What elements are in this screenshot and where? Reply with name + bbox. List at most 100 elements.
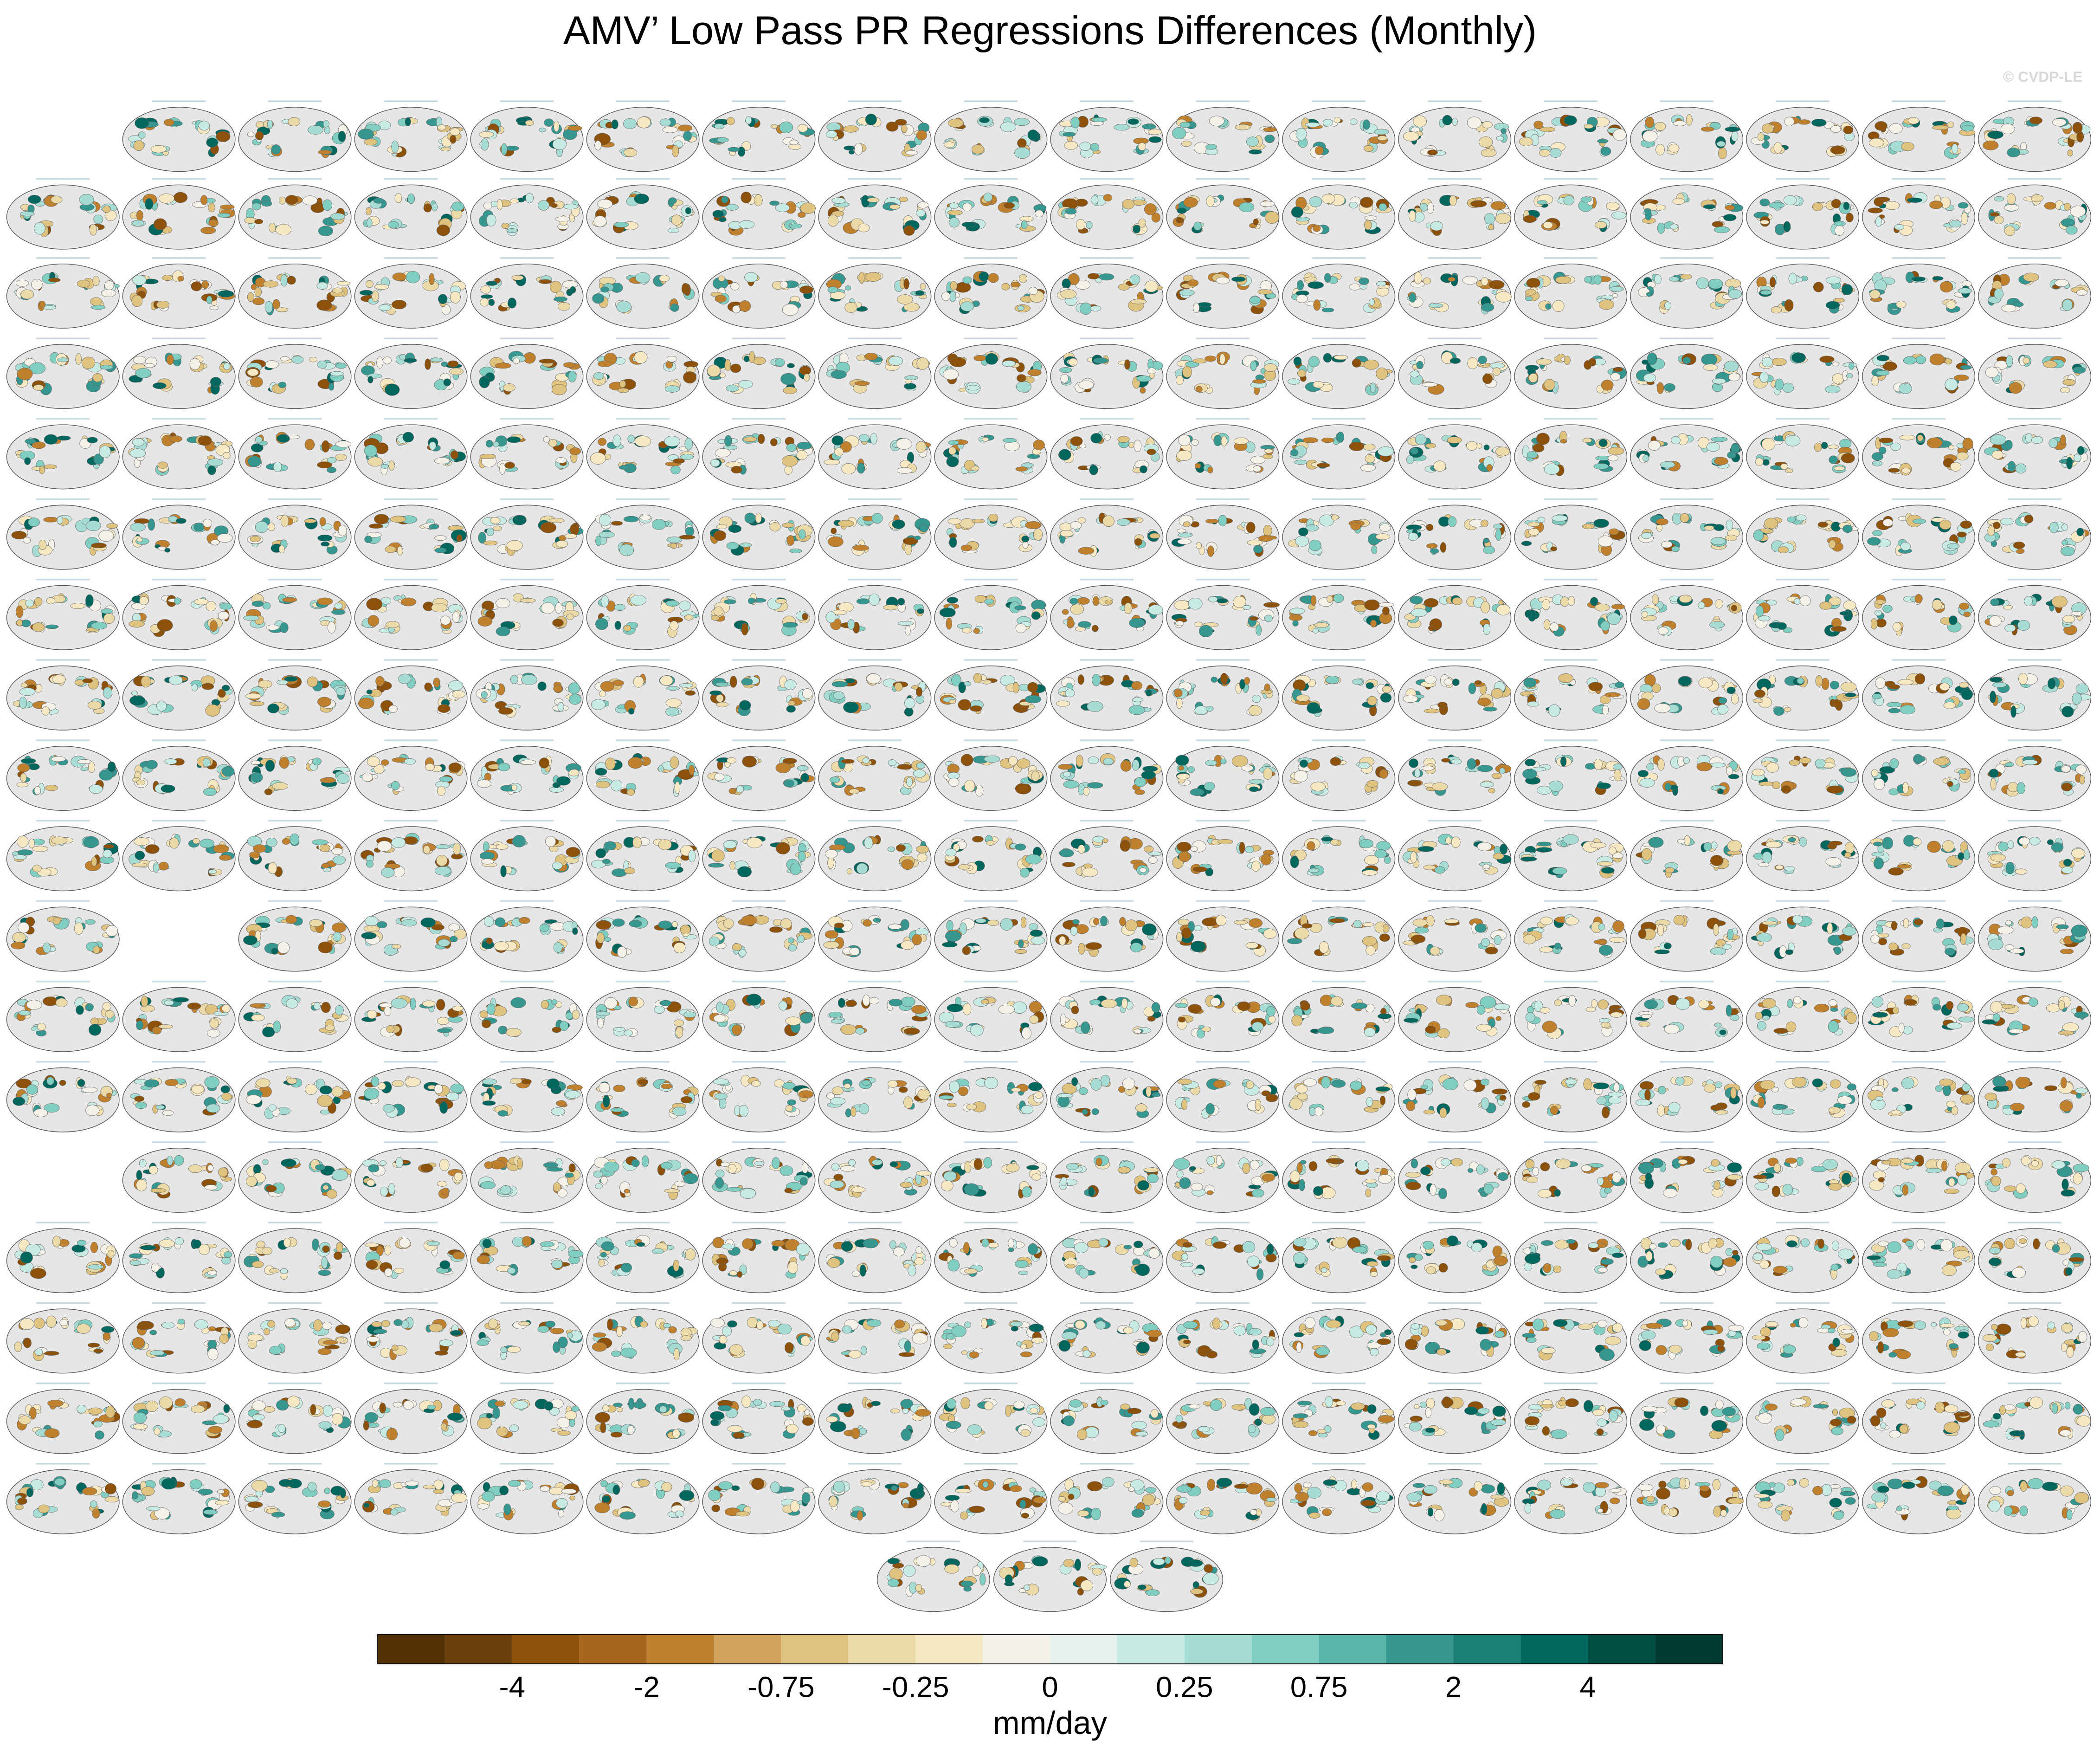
- map-land: [206, 296, 213, 304]
- map-land: [784, 679, 797, 690]
- map-land: [1062, 278, 1071, 289]
- map-land: [1011, 282, 1021, 288]
- map-land: [70, 603, 85, 609]
- map-land: [789, 140, 799, 145]
- map-land: [983, 193, 992, 202]
- map-land: [1960, 520, 1972, 529]
- map-land: [1600, 147, 1611, 156]
- map-land: [1867, 537, 1881, 546]
- map-land: [1724, 361, 1739, 372]
- map-land: [1087, 782, 1103, 789]
- map-land: [1637, 770, 1649, 777]
- map-land: [634, 435, 651, 447]
- map-land: [1295, 536, 1309, 547]
- map-land: [1642, 130, 1658, 142]
- map-land: [2076, 131, 2084, 142]
- map-land: [1424, 709, 1440, 713]
- map-land: [1811, 118, 1827, 127]
- map-land: [338, 130, 346, 142]
- map-land: [1308, 356, 1320, 368]
- map-land: [1841, 284, 1853, 295]
- map-land: [1309, 196, 1322, 207]
- map-land: [1263, 602, 1280, 608]
- map-land: [486, 214, 496, 226]
- map-land: [448, 762, 462, 772]
- map-land: [365, 207, 372, 215]
- map-land: [2018, 673, 2028, 685]
- map-land: [988, 273, 999, 283]
- map-land: [920, 283, 926, 290]
- map-land: [316, 197, 322, 206]
- map-land: [854, 142, 863, 155]
- panel-title-strip: [1544, 100, 1598, 102]
- map-land: [1817, 521, 1828, 528]
- map-land: [15, 279, 29, 287]
- map-land: [1598, 439, 1608, 447]
- map-land: [136, 537, 143, 542]
- map-land: [264, 789, 273, 795]
- map-land: [45, 784, 58, 791]
- map-land: [1482, 374, 1493, 384]
- panel-title-strip: [268, 418, 322, 420]
- map-land: [827, 214, 839, 227]
- map-land: [1495, 446, 1510, 456]
- map-land: [282, 597, 297, 602]
- map-land: [2061, 540, 2068, 546]
- map-land: [321, 440, 330, 453]
- map-land: [364, 138, 378, 146]
- map-land: [1775, 378, 1784, 391]
- map-land: [1939, 683, 1950, 691]
- map-land: [2024, 515, 2034, 524]
- map-land: [1175, 755, 1189, 766]
- map-land: [556, 776, 571, 786]
- map-land: [1103, 194, 1113, 201]
- map-land: [407, 194, 415, 204]
- panel-title-strip: [384, 659, 438, 661]
- map-land: [633, 676, 644, 688]
- map-land: [749, 351, 755, 363]
- map-land: [101, 608, 113, 614]
- map-land: [191, 684, 198, 692]
- map-land: [975, 784, 984, 797]
- map-land: [1078, 621, 1091, 628]
- map-land: [2075, 683, 2089, 694]
- map-land: [543, 436, 550, 443]
- panel-title-strip: [1312, 418, 1366, 420]
- map-land: [1608, 447, 1624, 455]
- map-land: [506, 228, 518, 233]
- map-land: [1403, 131, 1419, 142]
- map-land: [39, 466, 45, 474]
- map-land: [279, 757, 290, 769]
- map-land: [189, 358, 200, 370]
- map-land: [739, 700, 751, 711]
- map-land: [1064, 141, 1078, 150]
- panel-title-strip: [732, 659, 786, 661]
- map-land: [857, 463, 865, 474]
- map-land: [947, 597, 959, 604]
- map-land: [2048, 438, 2058, 448]
- map-land: [103, 613, 115, 624]
- map-land: [2000, 517, 2014, 525]
- panel-title-strip: [964, 100, 1018, 102]
- map-land: [1960, 365, 1972, 370]
- map-land: [865, 114, 877, 125]
- map-land: [627, 434, 635, 443]
- map-land: [982, 437, 989, 442]
- map-land: [2051, 595, 2068, 608]
- map-land: [1488, 280, 1505, 290]
- map-land: [451, 690, 465, 698]
- map-land: [830, 776, 840, 783]
- map-land: [505, 146, 519, 151]
- map-land: [287, 276, 296, 285]
- map-land: [131, 691, 138, 696]
- map-land: [1594, 759, 1603, 770]
- map-land: [1441, 758, 1450, 763]
- panel-title-strip: [1660, 178, 1713, 180]
- map-land: [1560, 596, 1569, 607]
- map-land: [324, 126, 330, 134]
- map-land: [2006, 355, 2013, 367]
- panel-title-strip: [1428, 100, 1482, 102]
- map-land: [1757, 132, 1765, 141]
- map-land: [714, 606, 724, 616]
- map-land: [679, 683, 693, 688]
